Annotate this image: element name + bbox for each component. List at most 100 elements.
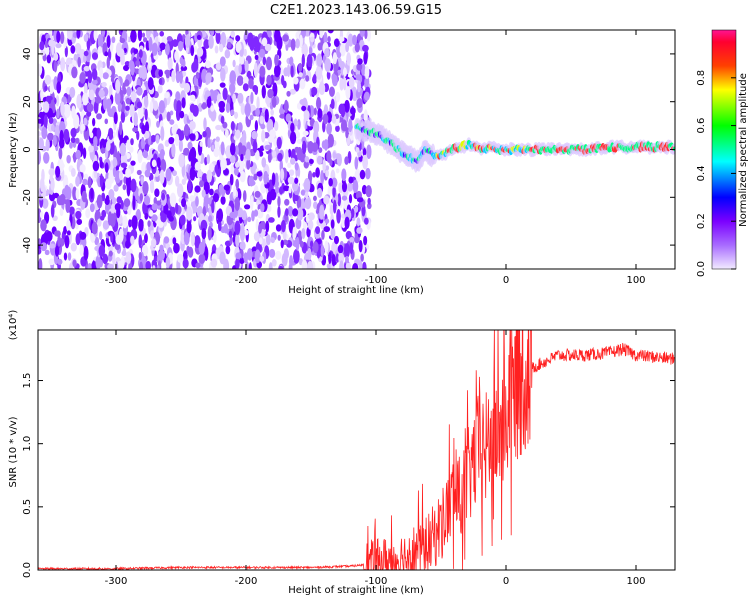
- heatmap-cell: [254, 85, 259, 96]
- heatmap-cell: [96, 127, 101, 140]
- heatmap-cell: [333, 38, 340, 47]
- heatmap-cell: [160, 213, 167, 223]
- heatmap-cell: [112, 251, 116, 266]
- heatmap-cell: [202, 130, 207, 138]
- heatmap-cell: [189, 94, 196, 102]
- heatmap-cell: [49, 81, 54, 94]
- heatmap-cell: [159, 148, 165, 158]
- heatmap-cell: [239, 170, 246, 183]
- snr-axes: -300 -200 -100 0 100 0.0 0.5 1.0 1.5: [22, 330, 675, 587]
- heatmap-cell: [256, 96, 260, 111]
- heatmap-cell: [208, 35, 214, 49]
- heatmap-cell: [338, 252, 345, 264]
- heatmap-cell: [295, 236, 300, 251]
- heatmap-cell: [52, 134, 57, 147]
- heatmap-cell: [59, 193, 66, 206]
- heatmap-cell: [66, 186, 72, 201]
- heatmap-cell: [106, 56, 110, 69]
- heatmap-cell: [274, 30, 281, 43]
- heatmap-cell: [69, 86, 76, 98]
- heatmap-cell: [85, 208, 91, 219]
- heatmap-cell: [66, 230, 71, 236]
- heatmap-cell: [218, 183, 224, 194]
- snr-x-tick-label: 0: [503, 576, 509, 587]
- heatmap-cell: [288, 186, 292, 194]
- heatmap-cell: [111, 36, 116, 44]
- heatmap-cell: [89, 132, 94, 139]
- heatmap-cell: [120, 256, 125, 269]
- heatmap-cell: [343, 243, 350, 259]
- heatmap-cell: [102, 95, 108, 111]
- heatmap-cell: [243, 252, 249, 264]
- heatmap-cell: [356, 227, 363, 234]
- heatmap-cell: [143, 130, 150, 139]
- heatmap-cell: [125, 97, 131, 105]
- heatmap-cell: [280, 219, 286, 233]
- heatmap-cell: [132, 127, 138, 133]
- heatmap-x-tick-label: -300: [105, 275, 128, 286]
- heatmap-cell: [363, 217, 369, 225]
- heatmap-cell: [347, 85, 351, 99]
- heatmap-cell: [76, 218, 83, 225]
- heatmap-cell: [222, 121, 228, 129]
- heatmap-cell: [236, 75, 244, 86]
- heatmap-cell: [130, 60, 135, 76]
- heatmap-cell: [151, 214, 158, 222]
- heatmap-cell: [352, 34, 358, 46]
- heatmap-cell: [160, 158, 167, 173]
- heatmap-cell: [247, 32, 254, 47]
- heatmap-cell: [346, 135, 351, 146]
- heatmap-cell: [206, 154, 211, 165]
- heatmap-cell: [316, 155, 323, 165]
- heatmap-cell: [345, 262, 352, 269]
- heatmap-cell: [244, 60, 249, 73]
- heatmap-cell: [219, 82, 226, 88]
- heatmap-cell: [305, 75, 310, 82]
- heatmap-cell: [220, 67, 226, 82]
- heatmap-cell: [253, 231, 260, 242]
- heatmap-cell: [59, 208, 64, 217]
- heatmap-cell: [358, 260, 363, 269]
- figure-title: C2E1.2023.143.06.59.G15: [270, 3, 442, 18]
- heatmap-cell: [108, 127, 114, 138]
- heatmap-cell: [363, 235, 368, 246]
- heatmap-cell: [320, 170, 325, 186]
- heatmap-cell: [128, 146, 134, 153]
- heatmap-cell: [99, 159, 103, 169]
- heatmap-cell: [233, 185, 237, 197]
- heatmap-cell: [181, 198, 187, 208]
- heatmap-cell: [355, 74, 361, 81]
- heatmap-marks: [38, 30, 675, 269]
- heatmap-x-tick-label: 0: [503, 275, 509, 286]
- heatmap-cell: [204, 93, 208, 101]
- heatmap-cell: [183, 82, 191, 94]
- heatmap-cell: [116, 151, 121, 166]
- heatmap-cell: [157, 221, 164, 228]
- heatmap-cell: [116, 196, 123, 204]
- heatmap-ridge-cell: [672, 146, 675, 152]
- heatmap-cell: [336, 208, 341, 224]
- heatmap-cell: [270, 237, 275, 244]
- heatmap-cell: [232, 59, 236, 68]
- heatmap-cell: [277, 234, 281, 241]
- heatmap-cell: [201, 189, 206, 198]
- snr-x-axis-label: Height of straight line (km): [288, 585, 424, 596]
- heatmap-cell: [268, 262, 273, 269]
- heatmap-cell: [195, 262, 201, 269]
- heatmap-cell: [345, 41, 350, 53]
- heatmap-cell: [274, 54, 279, 67]
- heatmap-cell: [176, 253, 184, 263]
- heatmap-cell: [301, 105, 307, 112]
- snr-y-tick-label: 0.0: [22, 562, 33, 578]
- heatmap-cell: [197, 169, 203, 178]
- heatmap-cell: [93, 100, 99, 114]
- heatmap-cell: [195, 71, 200, 80]
- heatmap-cell: [249, 180, 256, 186]
- snr-x-tick-label: -200: [235, 576, 258, 587]
- heatmap-cell: [183, 147, 190, 156]
- heatmap-cell: [46, 95, 53, 101]
- heatmap-cell: [104, 118, 109, 125]
- heatmap-cell: [296, 207, 304, 221]
- heatmap-cell: [253, 173, 258, 181]
- heatmap-cell: [55, 42, 62, 49]
